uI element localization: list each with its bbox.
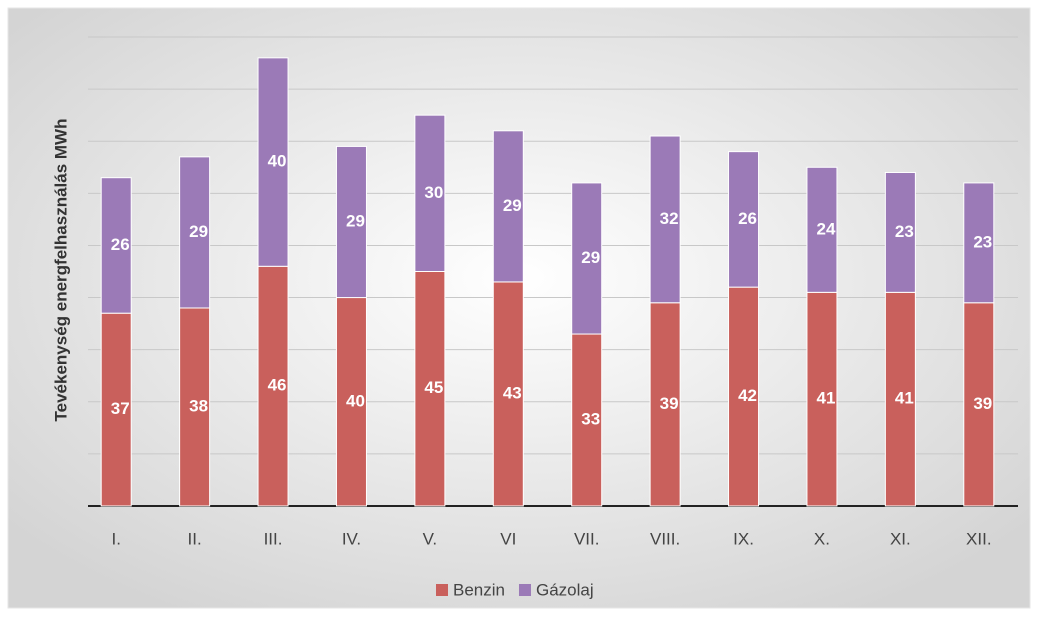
data-label: 29 xyxy=(581,248,600,267)
data-label: 23 xyxy=(973,232,992,251)
x-tick-label: X. xyxy=(814,529,830,548)
data-label: 42 xyxy=(738,386,757,405)
bar-segment xyxy=(963,182,995,304)
bar-segment xyxy=(179,307,211,507)
legend-swatch xyxy=(518,584,531,596)
data-label: 30 xyxy=(424,183,443,202)
bar-segment xyxy=(335,297,367,507)
legend-swatch xyxy=(436,584,448,596)
x-tick-label: VI xyxy=(500,529,516,548)
data-label: 39 xyxy=(973,394,992,413)
data-label: 38 xyxy=(189,396,208,415)
bar-segment xyxy=(179,156,211,309)
x-tick-label: XII. xyxy=(966,529,992,548)
data-label: 24 xyxy=(816,219,835,238)
data-label: 23 xyxy=(895,222,914,241)
x-tick-label: III. xyxy=(264,529,283,548)
data-label: 33 xyxy=(581,410,600,429)
bar-segment xyxy=(806,166,838,293)
data-label: 29 xyxy=(189,222,208,241)
bar-segment xyxy=(728,151,760,288)
data-label: 41 xyxy=(816,389,835,408)
x-tick-label: XI. xyxy=(890,529,911,548)
bar-segment xyxy=(884,171,916,293)
data-label: 45 xyxy=(424,378,443,397)
bar-segment xyxy=(257,57,289,267)
data-label: 40 xyxy=(268,152,287,171)
bar-segment xyxy=(335,145,367,299)
x-tick-label: IX. xyxy=(733,529,754,548)
data-label: 43 xyxy=(503,383,522,402)
bar-segment xyxy=(884,291,916,507)
x-tick-label: VIII. xyxy=(650,529,680,548)
data-label: 40 xyxy=(346,391,365,410)
x-tick-label: I. xyxy=(111,529,120,548)
legend-label: Benzin xyxy=(453,580,505,599)
data-label: 29 xyxy=(503,196,522,215)
data-label: 26 xyxy=(111,235,130,254)
bar-segment xyxy=(414,114,446,272)
x-tick-label: IV. xyxy=(342,529,361,548)
bar-segment xyxy=(649,135,681,304)
data-label: 32 xyxy=(660,209,679,228)
data-label: 39 xyxy=(660,394,679,413)
legend-label: Gázolaj xyxy=(536,580,594,599)
bar-segment xyxy=(571,182,603,335)
bar-segment xyxy=(100,177,132,314)
data-label: 26 xyxy=(738,209,757,228)
data-label: 46 xyxy=(268,376,287,395)
bar-segment xyxy=(257,265,289,507)
bar-segment xyxy=(649,302,681,507)
data-label: 37 xyxy=(111,399,130,418)
y-axis-label: Tevékenység energfelhasználás MWh xyxy=(51,119,70,422)
x-tick-label: II. xyxy=(188,529,202,548)
bar-segment xyxy=(100,312,132,507)
bar-segment xyxy=(492,130,524,283)
data-label: 29 xyxy=(346,211,365,230)
bar-segment xyxy=(806,291,838,507)
x-tick-label: V. xyxy=(423,529,438,548)
data-label: 41 xyxy=(895,389,914,408)
x-tick-label: VII. xyxy=(574,529,600,548)
bar-segment xyxy=(414,271,446,507)
bar-segment xyxy=(492,281,524,507)
